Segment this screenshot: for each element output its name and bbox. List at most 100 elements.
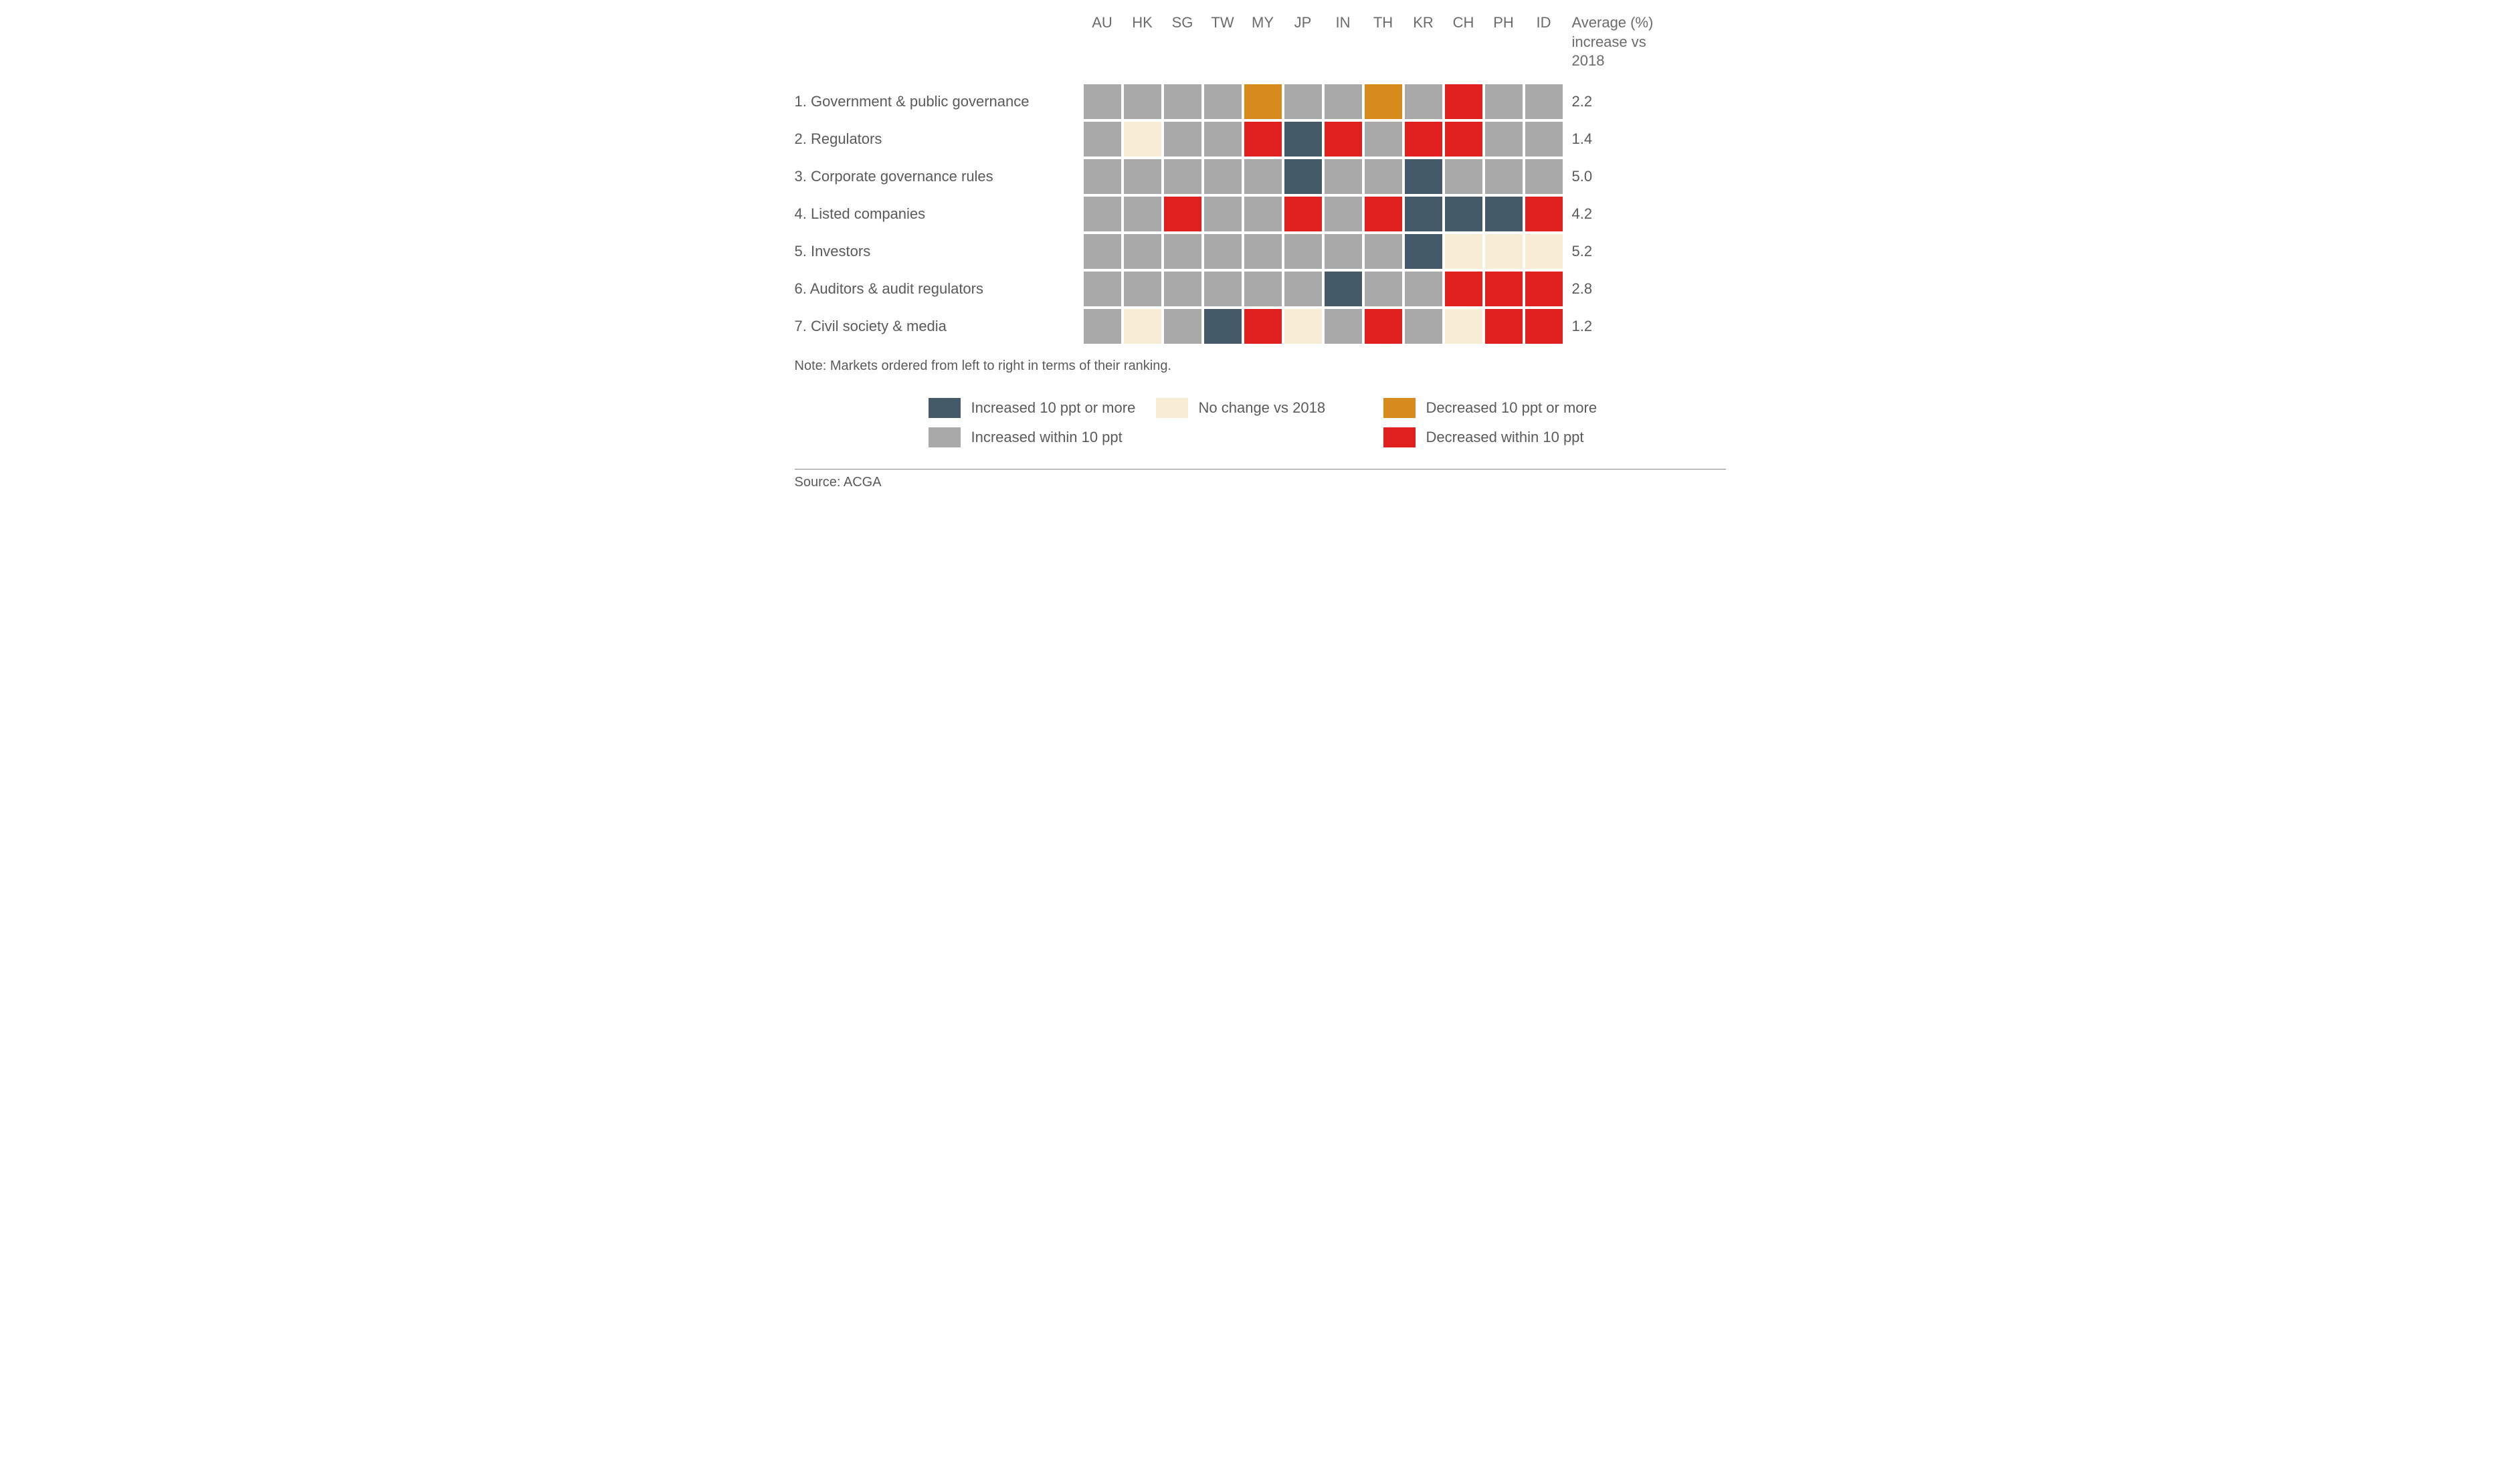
- avg-value: 2.2: [1564, 93, 1658, 110]
- column-header: TW: [1203, 13, 1243, 83]
- legend-label: Increased within 10 ppt: [971, 429, 1145, 446]
- heatmap-cell: [1284, 197, 1322, 231]
- heatmap-cell: [1124, 122, 1161, 156]
- legend-label: Decreased within 10 ppt: [1426, 429, 1640, 446]
- legend-label: No change vs 2018: [1199, 399, 1373, 417]
- heatmap-cell: [1525, 272, 1563, 306]
- heatmap-cell: [1244, 197, 1282, 231]
- legend-label: Increased 10 ppt or more: [971, 399, 1145, 417]
- heatmap-cell: [1485, 272, 1523, 306]
- avg-value: 4.2: [1564, 205, 1658, 223]
- heatmap-cell: [1325, 84, 1362, 119]
- heatmap-cell: [1485, 84, 1523, 119]
- heatmap-cell: [1204, 309, 1242, 344]
- heatmap-cell: [1124, 272, 1161, 306]
- heatmap-cell: [1405, 234, 1442, 269]
- chart-container: AUHKSGTWMYJPINTHKRCHPHIDAverage (%) incr…: [779, 0, 1742, 498]
- column-header: ID: [1524, 13, 1564, 83]
- heatmap-cell: [1525, 309, 1563, 344]
- heatmap-grid: AUHKSGTWMYJPINTHKRCHPHIDAverage (%) incr…: [795, 13, 1726, 345]
- heatmap-cell: [1204, 122, 1242, 156]
- heatmap-cell: [1204, 84, 1242, 119]
- heatmap-cell: [1325, 122, 1362, 156]
- heatmap-cell: [1485, 309, 1523, 344]
- heatmap-cell: [1525, 122, 1563, 156]
- heatmap-cell: [1525, 234, 1563, 269]
- avg-value: 1.4: [1564, 130, 1658, 148]
- legend-swatch: [1383, 427, 1416, 447]
- heatmap-cell: [1244, 84, 1282, 119]
- avg-column-header: Average (%) increase vs 2018: [1564, 13, 1658, 83]
- source-line: Source: ACGA: [795, 475, 1726, 490]
- avg-value: 1.2: [1564, 318, 1658, 335]
- row-label: 1. Government & public governance: [795, 93, 1082, 110]
- heatmap-cell: [1164, 234, 1201, 269]
- avg-value: 2.8: [1564, 280, 1658, 298]
- heatmap-cell: [1164, 309, 1201, 344]
- heatmap-cell: [1405, 309, 1442, 344]
- heatmap-cell: [1485, 159, 1523, 194]
- heatmap-cell: [1325, 234, 1362, 269]
- heatmap-cell: [1204, 234, 1242, 269]
- avg-value: 5.0: [1564, 168, 1658, 185]
- heatmap-cell: [1164, 272, 1201, 306]
- row-label: 5. Investors: [795, 243, 1082, 260]
- heatmap-cell: [1284, 309, 1322, 344]
- heatmap-cell: [1124, 197, 1161, 231]
- heatmap-cell: [1284, 272, 1322, 306]
- row-label: 3. Corporate governance rules: [795, 168, 1082, 185]
- heatmap-cell: [1365, 272, 1402, 306]
- heatmap-cell: [1244, 159, 1282, 194]
- heatmap-cell: [1124, 234, 1161, 269]
- column-header: AU: [1082, 13, 1123, 83]
- heatmap-cell: [1445, 159, 1482, 194]
- heatmap-cell: [1284, 159, 1322, 194]
- heatmap-cell: [1204, 272, 1242, 306]
- heatmap-cell: [1084, 159, 1121, 194]
- heatmap-cell: [1445, 84, 1482, 119]
- heatmap-cell: [1084, 234, 1121, 269]
- heatmap-cell: [1405, 159, 1442, 194]
- row-label: 4. Listed companies: [795, 205, 1082, 223]
- row-label: 2. Regulators: [795, 130, 1082, 148]
- heatmap-cell: [1325, 309, 1362, 344]
- heatmap-cell: [1164, 122, 1201, 156]
- chart-note: Note: Markets ordered from left to right…: [795, 358, 1726, 374]
- column-header: TH: [1363, 13, 1403, 83]
- heatmap-cell: [1365, 159, 1402, 194]
- heatmap-cell: [1084, 272, 1121, 306]
- heatmap-cell: [1445, 234, 1482, 269]
- heatmap-cell: [1244, 122, 1282, 156]
- heatmap-cell: [1244, 309, 1282, 344]
- column-header: MY: [1243, 13, 1283, 83]
- heatmap-cell: [1365, 197, 1402, 231]
- legend-label: Decreased 10 ppt or more: [1426, 399, 1640, 417]
- heatmap-cell: [1124, 159, 1161, 194]
- column-header: IN: [1323, 13, 1363, 83]
- heatmap-cell: [1244, 234, 1282, 269]
- heatmap-cell: [1485, 234, 1523, 269]
- heatmap-cell: [1405, 197, 1442, 231]
- heatmap-cell: [1445, 309, 1482, 344]
- heatmap-cell: [1164, 84, 1201, 119]
- heatmap-cell: [1164, 159, 1201, 194]
- heatmap-cell: [1084, 84, 1121, 119]
- heatmap-cell: [1084, 122, 1121, 156]
- heatmap-cell: [1124, 309, 1161, 344]
- heatmap-cell: [1244, 272, 1282, 306]
- heatmap-cell: [1124, 84, 1161, 119]
- row-label: 7. Civil society & media: [795, 318, 1082, 335]
- heatmap-cell: [1325, 272, 1362, 306]
- legend: Increased 10 ppt or more No change vs 201…: [795, 374, 1726, 447]
- heatmap-cell: [1204, 197, 1242, 231]
- heatmap-cell: [1164, 197, 1201, 231]
- column-header: JP: [1283, 13, 1323, 83]
- heatmap-cell: [1445, 197, 1482, 231]
- column-header: CH: [1444, 13, 1484, 83]
- heatmap-cell: [1485, 197, 1523, 231]
- column-header: KR: [1403, 13, 1444, 83]
- heatmap-cell: [1284, 234, 1322, 269]
- heatmap-cell: [1445, 272, 1482, 306]
- legend-swatch: [929, 398, 961, 418]
- heatmap-cell: [1084, 309, 1121, 344]
